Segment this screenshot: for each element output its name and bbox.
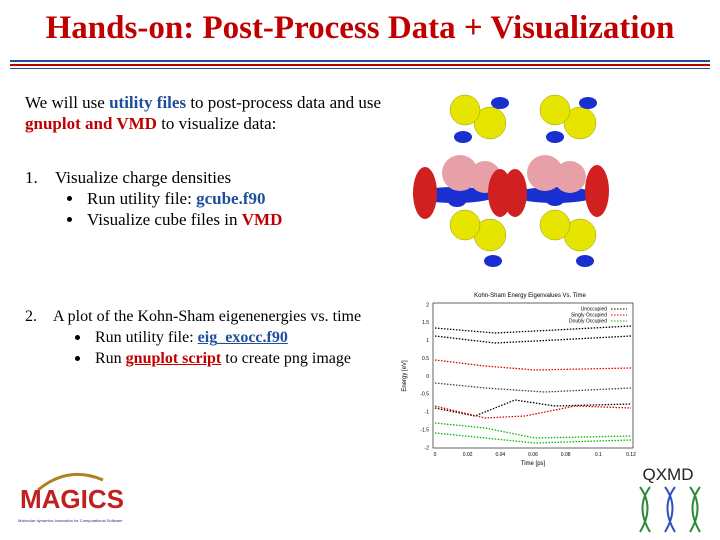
item-number: 2. (25, 308, 37, 325)
bullet: Run utility file: eig_exocc.f90 (75, 327, 351, 348)
plot-y-tick: -2 (425, 445, 430, 451)
plot-x-tick: 0.02 (463, 452, 473, 458)
highlight: VMD (241, 210, 283, 229)
bullet: Visualize cube files in VMD (66, 209, 283, 230)
bullet: Run gnuplot script to create png image (75, 348, 351, 369)
plot-y-tick: -0.5 (420, 392, 429, 398)
highlight: gcube.f90 (196, 189, 266, 208)
plot-x-tick: 0.08 (561, 452, 571, 458)
plot-image: Kohn-Sham Energy Eigenvalues Vs. Time En… (402, 293, 636, 467)
plot-title: Kohn-Sham Energy Eigenvalues Vs. Time (474, 293, 586, 299)
bullet: Run utility file: gcube.f90 (66, 188, 282, 209)
rule (10, 68, 710, 69)
plot-y-tick: 0.5 (422, 356, 429, 362)
plot-y-tick: 1 (426, 338, 429, 344)
bullets: Run utility file: gcube.f90 Visualize cu… (66, 188, 283, 230)
highlight: eig_exocc.f90 (197, 329, 288, 346)
molecule-image (413, 94, 609, 267)
text: Run utility file: (95, 329, 198, 346)
logo-text: MAGICS (20, 484, 124, 514)
plot-y-tick: 2 (426, 302, 429, 308)
plot-x-tick: 0 (434, 452, 437, 458)
intro: We will use utility files to post-proces… (25, 92, 415, 134)
plot-legend-label: Doubly Occupied (569, 318, 607, 324)
text: We will use (25, 93, 110, 112)
logo-subtext: Molecular dynamics Innovation for Comput… (18, 518, 123, 523)
plot-x-tick: 0.1 (595, 452, 602, 458)
plot-x-tick: 0.06 (528, 452, 538, 458)
text: to post-process data and use (186, 93, 382, 112)
item-text: A plot of the Kohn-Sham eigenenergies vs… (53, 308, 362, 325)
highlight: utility files (109, 93, 187, 112)
plot-x-tick: 0.04 (495, 452, 505, 458)
rule (10, 60, 710, 62)
plot-frame (432, 302, 634, 449)
rule (10, 64, 710, 66)
plot-ylabel: Energy [eV] (402, 360, 408, 392)
slide-title: Hands-on: Post-Process Data + Visualizat… (45, 10, 675, 46)
magics-logo: MAGICS Molecular dynamics Innovation for… (18, 472, 124, 523)
plot-y-tick: -1.5 (420, 427, 429, 433)
plot-y-tick: 1.5 (422, 320, 429, 326)
item: 2. A plot of the Kohn-Sham eigenenergies… (25, 306, 361, 367)
text: Visualize cube files in (87, 210, 242, 229)
plot-legend-label: Unoccupied (581, 306, 608, 312)
text: Run (95, 350, 126, 367)
bullets: Run utility file: eig_exocc.f90 Run gnup… (75, 327, 351, 369)
plot-y-tick: -1 (425, 410, 430, 416)
highlight: gnuplot script (125, 350, 222, 367)
item-number: 1. (25, 168, 38, 187)
plot-x-tick: 0.12 (626, 452, 636, 458)
item: 1. Visualize charge densities Run utilit… (25, 167, 282, 229)
text: Run utility file: (87, 189, 197, 208)
logo-text: QXMD (643, 465, 694, 484)
item-text: Visualize charge densities (55, 168, 232, 187)
plot-legend-label: Singly Occupied (571, 312, 607, 318)
plot-y-tick: 0 (426, 374, 429, 380)
highlight: gnuplot and VMD (25, 114, 157, 133)
text: to create png image (221, 350, 351, 367)
text: to visualize data: (156, 114, 277, 133)
qxmd-logo: QXMD (639, 465, 701, 533)
plot-xlabel: Time [ps] (521, 461, 546, 467)
